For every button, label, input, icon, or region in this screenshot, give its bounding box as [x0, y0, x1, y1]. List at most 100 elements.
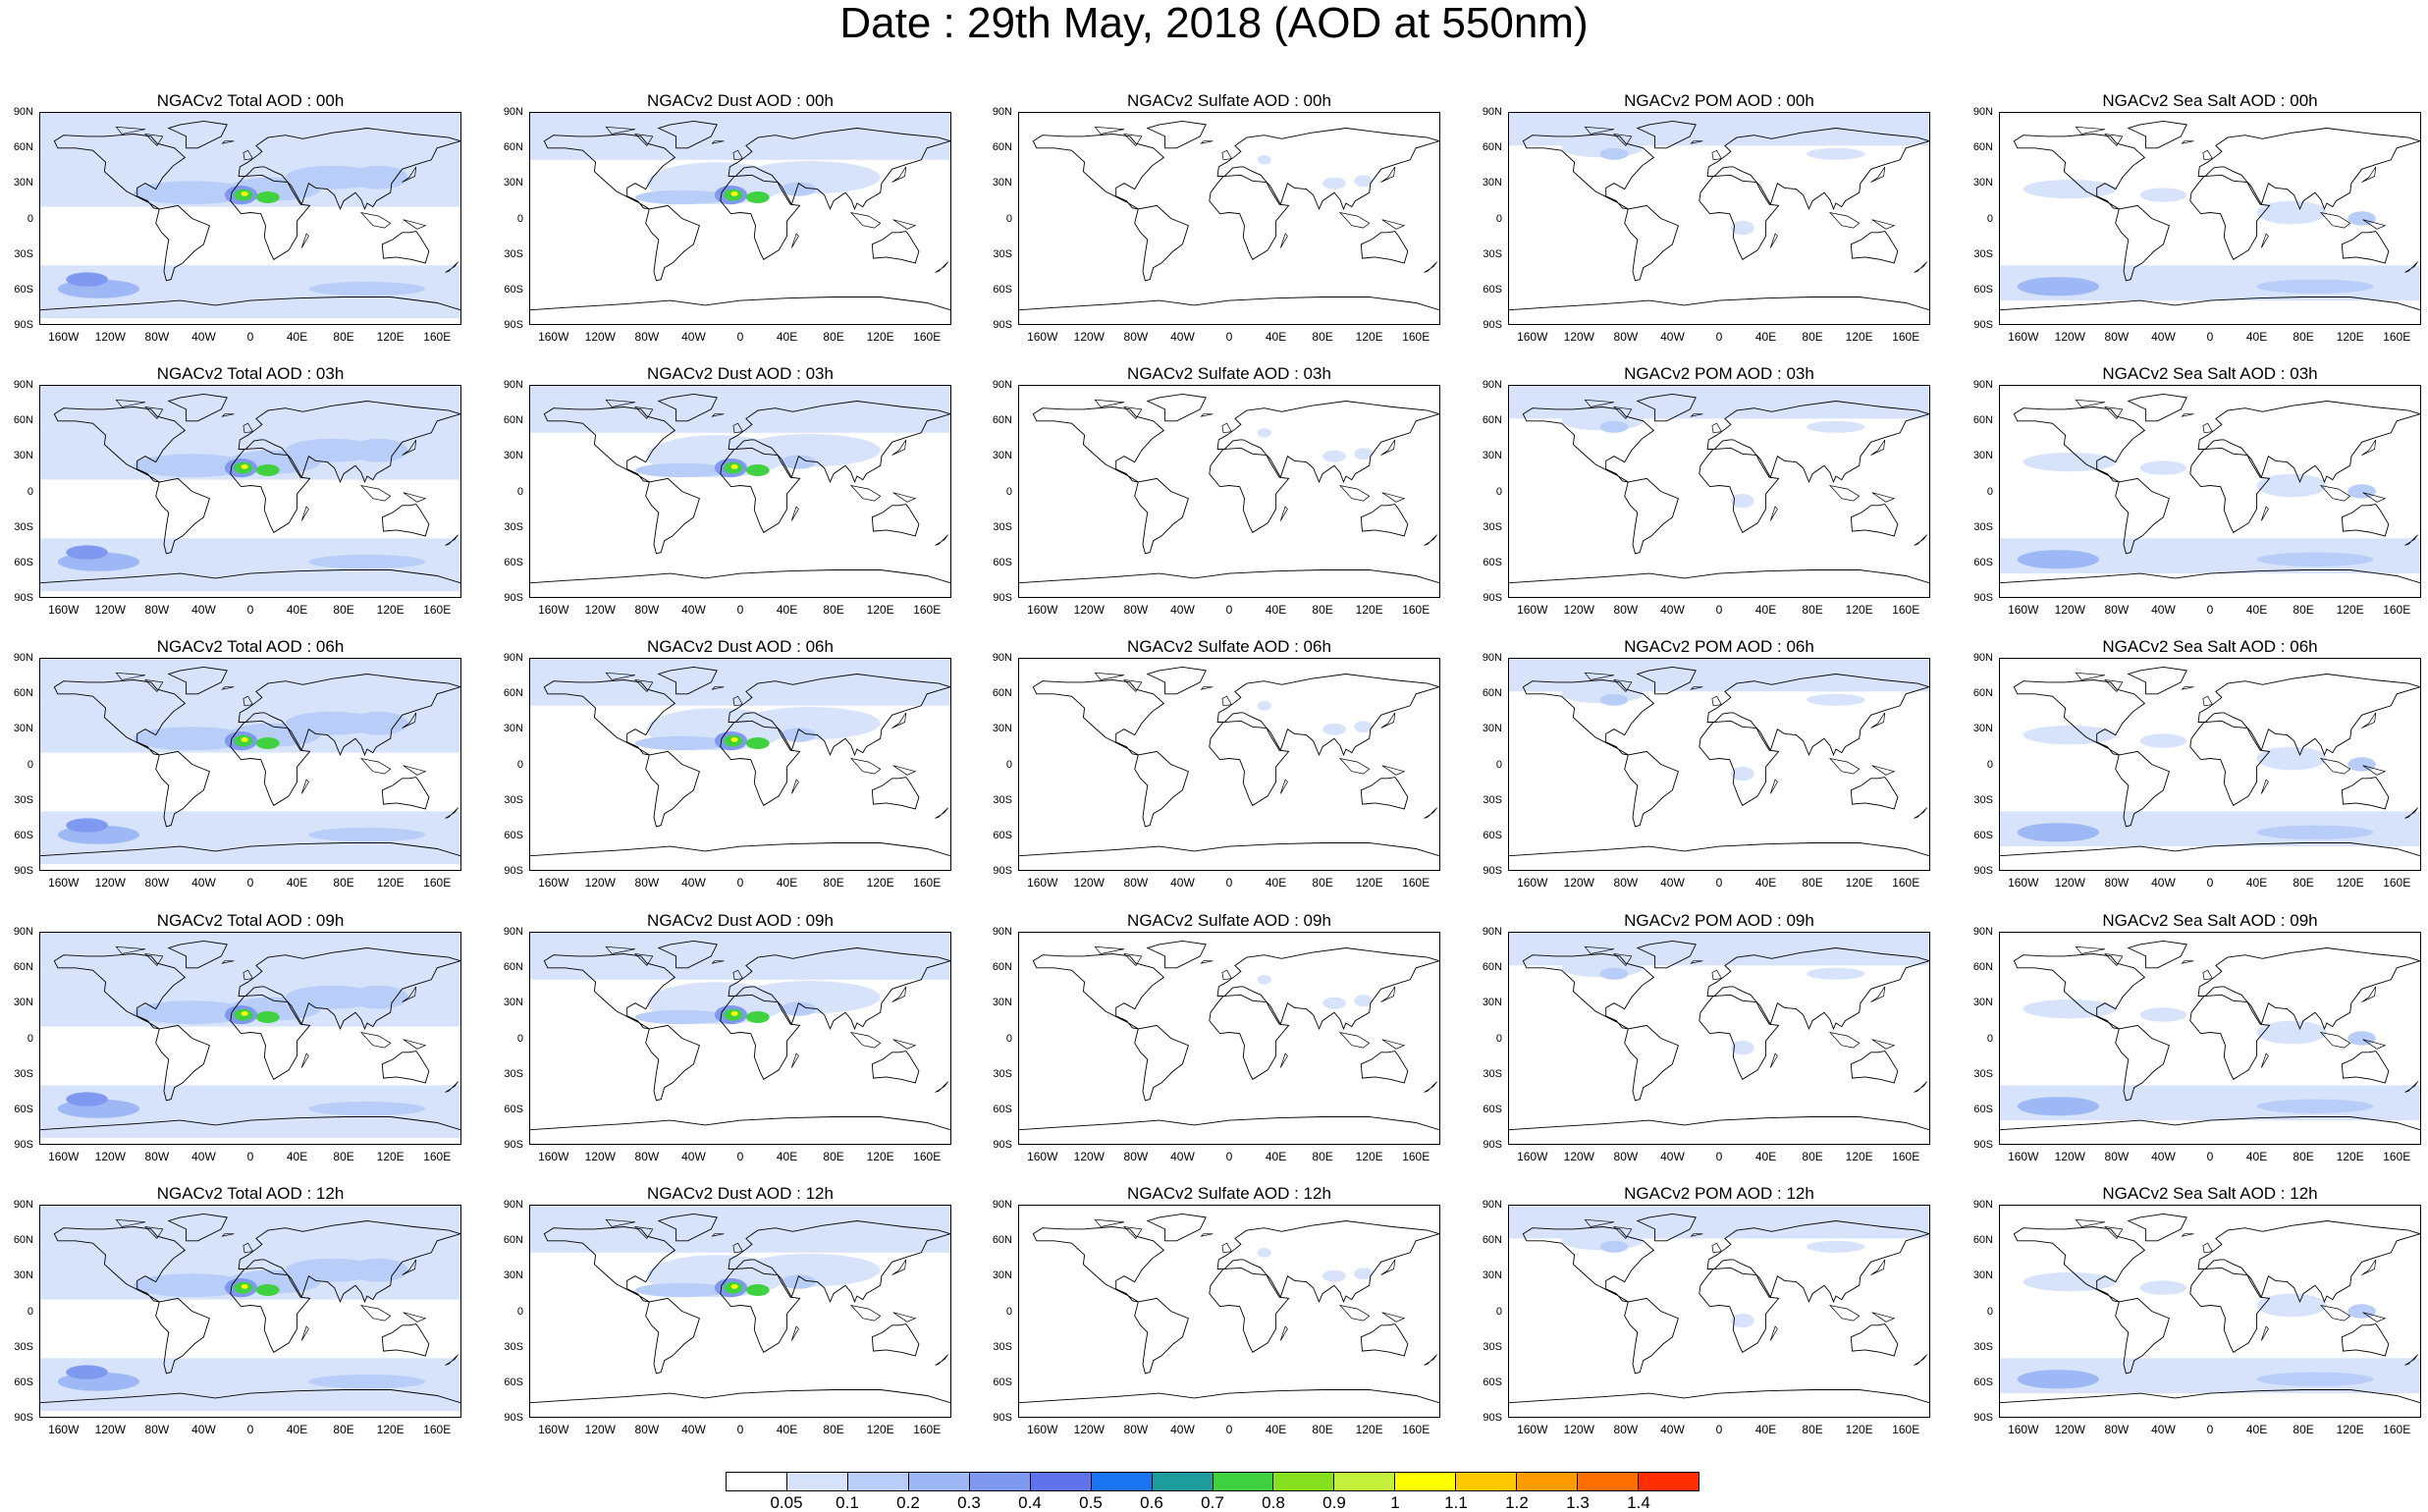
panel-title: NGACv2 POM AOD : 12h	[1624, 1184, 1814, 1203]
island-outline	[1338, 1304, 1371, 1322]
island-outline	[1380, 439, 1396, 456]
island-outline	[243, 422, 253, 434]
lon-tick-label: 80E	[333, 330, 354, 344]
aod-pom-siberia	[1807, 693, 1865, 706]
lat-tick-label: 60S	[993, 1376, 1012, 1388]
lat-tick-label: 90S	[993, 865, 1012, 877]
aod-asia-dust-haze	[740, 161, 881, 194]
continent-outline	[657, 120, 718, 149]
continent-outline	[728, 947, 950, 1031]
lat-tick-label: 30S	[14, 1340, 33, 1353]
continent-outline	[1146, 1213, 1207, 1242]
continent-outline	[543, 953, 676, 1030]
continent-outline	[238, 1220, 460, 1304]
island-outline	[605, 399, 636, 407]
island-outline	[2362, 492, 2387, 503]
continent-outline	[1522, 679, 1655, 756]
continent-outline	[2115, 750, 2170, 828]
lon-tick-label: 40E	[286, 876, 308, 890]
lon-tick-label: 80E	[823, 1423, 844, 1436]
lon-tick-label: 80W	[634, 1150, 660, 1163]
antarctica-coastline	[1509, 297, 1929, 311]
lon-tick-label: 160E	[1402, 876, 1430, 890]
island-outline	[1914, 1081, 1927, 1093]
aod-pom-canada-core	[1599, 967, 1629, 980]
continent-outline	[1850, 504, 1899, 537]
map-frame	[1018, 658, 1440, 871]
map-panel-total-09h: NGACv2 Total AOD : 09h 90N 60N 30N 0 30S 60S 90…	[0, 910, 483, 1170]
island-outline	[1123, 406, 1143, 419]
island-outline	[1871, 1312, 1896, 1323]
continent-outline	[1706, 1220, 1929, 1304]
lat-tick-label: 60N	[1972, 1234, 1993, 1247]
lat-tick-label: 60N	[992, 414, 1012, 427]
continent-outline	[1216, 401, 1439, 484]
continent-outline	[1706, 401, 1929, 484]
aod-arctic-band	[40, 386, 460, 427]
lon-tick-label: 80E	[1312, 876, 1333, 890]
continent-outline	[230, 447, 311, 533]
lon-tick-label: 160W	[1027, 603, 1058, 617]
map-panel-dust-03h: NGACv2 Dust AOD : 03h 90N 60N 30N 0 30S 60S 90S…	[490, 363, 973, 623]
island-outline	[2075, 126, 2106, 135]
antarctica-coastline	[2000, 1116, 2420, 1131]
aod-asia-dust-haze	[740, 707, 881, 740]
lat-tick-label: 60N	[1972, 687, 1993, 700]
island-outline	[1584, 672, 1615, 680]
lat-tick-label: 0	[1495, 1305, 1502, 1318]
island-outline	[2404, 807, 2418, 819]
aod-pom-canada-core	[1599, 693, 1629, 706]
lon-tick-label: 0	[246, 603, 254, 617]
island-outline	[1380, 166, 1396, 183]
lon-tick-label: 80E	[823, 876, 844, 890]
lon-tick-label: 80W	[144, 1150, 170, 1163]
lat-tick-label: 90N	[13, 1199, 33, 1211]
lon-tick-label: 120E	[2336, 1423, 2364, 1436]
lon-tick-label: 0	[736, 603, 744, 617]
island-outline	[892, 492, 917, 503]
colorbar-tick-label: 1.1	[1444, 1493, 1468, 1512]
lat-tick-label: 60N	[1482, 961, 1502, 974]
island-outline	[849, 484, 882, 502]
lon-tick-label: 120E	[1845, 603, 1873, 617]
continent-outline	[543, 134, 676, 210]
island-outline	[115, 945, 146, 954]
aod-dust-secondary	[255, 1284, 280, 1296]
continent-outline	[2189, 447, 2271, 533]
map-panel-sulfate-03h: NGACv2 Sulfate AOD : 03h 90N 60N 30N 0 30S 60S…	[979, 363, 1462, 623]
aod-dust-max	[730, 737, 738, 742]
continent-outline	[720, 174, 801, 260]
lon-tick-label: 160E	[913, 1423, 942, 1436]
aod-dust-max	[241, 191, 248, 196]
aod-china-haze	[350, 711, 408, 735]
lat-tick-label: 30S	[14, 1067, 33, 1080]
island-outline	[221, 413, 235, 417]
continent-outline	[1522, 406, 1655, 483]
continent-outline	[728, 674, 950, 757]
aod-arctic-band	[1509, 113, 1929, 146]
aod-dust-secondary	[255, 191, 280, 203]
continent-outline	[2197, 401, 2420, 484]
lon-tick-label: 40W	[2151, 1150, 2176, 1163]
continent-outline	[1624, 477, 1679, 555]
lon-tick-label: 160E	[423, 1150, 452, 1163]
lon-tick-label: 120W	[1073, 330, 1105, 344]
lon-tick-label: 120W	[2054, 1423, 2085, 1436]
lon-tick-label: 0	[1715, 603, 1723, 617]
island-outline	[935, 807, 948, 819]
continent-outline	[1134, 750, 1189, 828]
antarctica-coastline	[530, 569, 950, 584]
lat-tick-label: 60S	[1483, 1103, 1502, 1115]
island-outline	[1613, 953, 1633, 966]
lon-tick-label: 40W	[1660, 1150, 1685, 1163]
lat-tick-label: 30N	[13, 723, 33, 735]
lon-tick-label: 0	[1225, 1423, 1233, 1436]
aod-sulfate-china	[1354, 721, 1374, 733]
island-outline	[445, 807, 459, 819]
antarctica-coastline	[1509, 1389, 1929, 1404]
lat-tick-label: 60N	[503, 687, 523, 700]
lon-tick-label: 80W	[2104, 330, 2130, 344]
world-map	[40, 386, 460, 592]
map-panel-total-03h: NGACv2 Total AOD : 03h 90N 60N 30N 0 30S 60S 90…	[0, 363, 483, 623]
lon-tick-label: 40E	[1754, 1423, 1777, 1436]
